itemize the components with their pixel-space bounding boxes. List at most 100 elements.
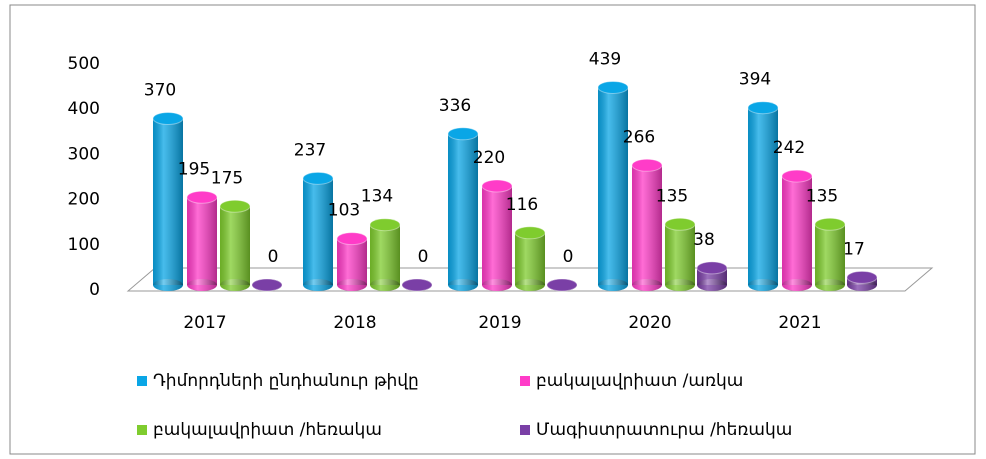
x-tick-label: 2020 xyxy=(628,313,671,333)
data-label: 0 xyxy=(268,247,279,267)
bar-base-shade xyxy=(748,279,778,291)
bar-top xyxy=(631,158,663,172)
bar-top xyxy=(302,171,334,185)
bar xyxy=(302,171,334,291)
bar xyxy=(401,278,433,292)
legend-swatch xyxy=(137,376,147,386)
bar xyxy=(152,112,184,291)
y-tick-label: 400 xyxy=(68,99,100,119)
data-label: 237 xyxy=(294,140,326,160)
data-label: 135 xyxy=(806,186,838,206)
bar-base-shade xyxy=(815,279,845,291)
bar xyxy=(747,101,779,291)
data-label: 336 xyxy=(439,96,471,116)
bar-shade xyxy=(370,224,400,285)
bar-shade xyxy=(632,165,662,285)
bar-shade xyxy=(303,178,333,285)
bar xyxy=(481,179,513,291)
bar-top xyxy=(401,278,433,292)
bar-top xyxy=(447,127,479,141)
bar-shade xyxy=(782,176,812,285)
bar-shade xyxy=(665,224,695,285)
data-label: 116 xyxy=(506,195,538,215)
y-tick-label: 0 xyxy=(89,280,100,300)
x-tick-label: 2019 xyxy=(478,313,521,333)
bar-base-shade xyxy=(153,279,183,291)
bar xyxy=(846,270,878,291)
legend-label: բակալավրիատ /առկա xyxy=(536,371,743,391)
legend-label: բակալավրիատ /հեռակա xyxy=(153,420,382,440)
bar-base-shade xyxy=(632,279,662,291)
legend-label: Մագիստրատուրա /հեռակա xyxy=(536,420,792,440)
bar xyxy=(369,218,401,291)
bar xyxy=(631,158,663,291)
bar-top xyxy=(481,179,513,193)
bar-top xyxy=(369,218,401,232)
legend-swatch xyxy=(137,425,147,435)
bar-base-shade xyxy=(697,279,727,291)
data-label: 103 xyxy=(328,201,360,221)
bar xyxy=(186,190,218,291)
bar-base-shade xyxy=(598,279,628,291)
bar-base-shade xyxy=(187,279,217,291)
data-label: 175 xyxy=(211,168,243,188)
bar-shade xyxy=(815,224,845,285)
frame xyxy=(9,4,976,455)
data-label: 195 xyxy=(178,159,210,179)
bar-top xyxy=(747,101,779,115)
y-tick-label: 100 xyxy=(68,235,100,255)
bar-top xyxy=(664,217,696,231)
bar-top xyxy=(696,261,728,275)
bar-top xyxy=(597,80,629,94)
data-label: 17 xyxy=(843,239,865,259)
bar xyxy=(664,217,696,291)
data-label: 242 xyxy=(773,138,805,158)
bar-shade xyxy=(482,186,512,285)
bar-top xyxy=(514,226,546,240)
bar xyxy=(514,226,546,291)
bar-base-shade xyxy=(220,279,250,291)
bar-top xyxy=(251,278,283,292)
bar-base-shade xyxy=(515,279,545,291)
legend-swatch xyxy=(520,376,530,386)
bar-top xyxy=(546,278,578,292)
bar-base-shade xyxy=(370,279,400,291)
bar xyxy=(219,199,251,291)
bar xyxy=(336,232,368,291)
bar-shade xyxy=(598,87,628,285)
data-label: 220 xyxy=(473,148,505,168)
bar xyxy=(251,278,283,292)
bar-top xyxy=(186,190,218,204)
bar xyxy=(546,278,578,292)
bar-top xyxy=(781,169,813,183)
data-label: 439 xyxy=(589,49,621,69)
x-tick-label: 2018 xyxy=(333,313,376,333)
bar xyxy=(781,169,813,291)
legend-label: Դիմորդների ընդհանուր թիվը xyxy=(153,371,419,391)
bar xyxy=(696,261,728,291)
bar-shade xyxy=(187,197,217,285)
legend-swatch xyxy=(520,425,530,435)
bar-top xyxy=(336,232,368,246)
bar-base-shade xyxy=(665,279,695,291)
bar-base-shade xyxy=(448,279,478,291)
bar-base-shade xyxy=(482,279,512,291)
bar-top xyxy=(846,270,878,284)
bar-top xyxy=(219,199,251,213)
x-tick-label: 2021 xyxy=(778,313,821,333)
bar xyxy=(814,217,846,291)
bar-shade xyxy=(748,107,778,285)
x-tick-label: 2017 xyxy=(183,313,226,333)
bar-shade xyxy=(448,133,478,285)
data-label: 370 xyxy=(144,81,176,101)
data-label: 266 xyxy=(623,127,655,147)
data-label: 38 xyxy=(693,230,715,250)
y-tick-label: 500 xyxy=(68,54,100,74)
bar-base-shade xyxy=(303,279,333,291)
y-tick-label: 300 xyxy=(68,144,100,164)
bar-base-shade xyxy=(782,279,812,291)
data-label: 134 xyxy=(361,187,393,207)
data-label: 0 xyxy=(563,247,574,267)
bar-top xyxy=(814,217,846,231)
bar xyxy=(597,80,629,291)
